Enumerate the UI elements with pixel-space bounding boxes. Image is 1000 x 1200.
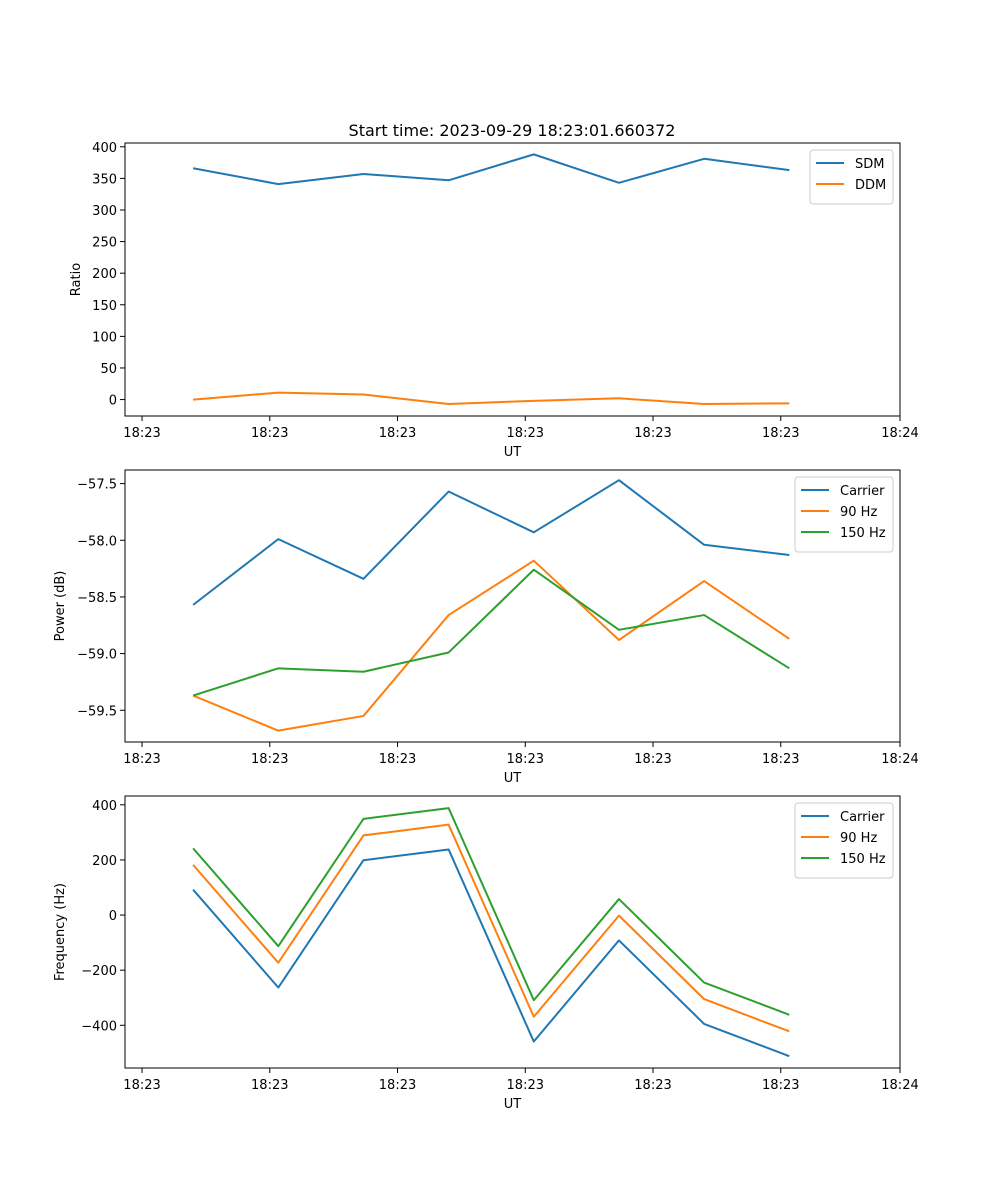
ratio-legend: SDM DDM xyxy=(809,149,894,205)
ratio-legend-label-sdm: SDM xyxy=(855,157,884,172)
power-x-tick-label: 18:23 xyxy=(251,752,288,767)
frequency-legend: Carrier 90 Hz 150 Hz xyxy=(794,802,894,879)
frequency-axes-frame xyxy=(124,795,901,1069)
ratio-y-tick-label: 100 xyxy=(92,330,117,345)
frequency-y-axis-label: Frequency (Hz) xyxy=(53,883,68,981)
power-legend: Carrier 90 Hz 150 Hz xyxy=(794,476,894,553)
power-legend-box xyxy=(794,476,894,553)
frequency-y-tick-label: −400 xyxy=(81,1019,117,1034)
power-legend-label-150-hz: 150 Hz xyxy=(840,526,886,541)
ratio-y-tick-label: 0 xyxy=(109,394,117,409)
power-y-axis-label: Power (dB) xyxy=(53,571,68,642)
ratio-x-tick-label: 18:23 xyxy=(123,426,160,441)
ratio-x-tick-label: 18:23 xyxy=(507,426,544,441)
power-y-tick-label: −57.5 xyxy=(77,478,117,493)
power-x-tick-label: 18:23 xyxy=(123,752,160,767)
power-legend-label-carrier: Carrier xyxy=(840,484,885,499)
ratio-y-tick-label: 200 xyxy=(92,267,117,282)
frequency-x-tick-label: 18:23 xyxy=(251,1078,288,1093)
power-y-tick-label: −59.5 xyxy=(77,704,117,719)
power-x-axis-label: UT xyxy=(504,771,522,786)
frequency-legend-label-150-hz: 150 Hz xyxy=(840,852,886,867)
frequency-x-tick-label: 18:23 xyxy=(762,1078,799,1093)
frequency-x-tick-label: 18:24 xyxy=(881,1078,918,1093)
power-series-150-hz-line xyxy=(192,568,790,697)
power-y-tick-label: −59.0 xyxy=(77,648,117,663)
frequency-x-tick-label: 18:23 xyxy=(379,1078,416,1093)
power-x-tick-label: 18:24 xyxy=(881,752,918,767)
power-x-tick-label: 18:23 xyxy=(507,752,544,767)
power-x-tick-label: 18:23 xyxy=(634,752,671,767)
ratio-x-tick-label: 18:23 xyxy=(762,426,799,441)
frequency-legend-box xyxy=(794,802,894,879)
ratio-y-axis-label: Ratio xyxy=(69,263,84,296)
power-series-carrier-line xyxy=(192,479,790,606)
frequency-series-carrier-line xyxy=(192,848,790,1058)
power-y-tick-label: −58.0 xyxy=(77,534,117,549)
power-x-tick-label: 18:23 xyxy=(762,752,799,767)
frequency-series-90-hz-line xyxy=(192,823,790,1033)
ratio-y-tick-label: 50 xyxy=(100,362,117,377)
power-y-tick-label: −58.5 xyxy=(77,591,117,606)
ratio-y-tick-label: 150 xyxy=(92,299,117,314)
frequency-x-tick-label: 18:23 xyxy=(123,1078,160,1093)
frequency-series-150-hz-line xyxy=(192,807,790,1016)
ratio-axes-frame xyxy=(124,142,901,417)
frequency-y-tick-label: 200 xyxy=(92,854,117,869)
ratio-x-tick-label: 18:23 xyxy=(379,426,416,441)
ratio-legend-label-ddm: DDM xyxy=(855,178,886,193)
power-axes-frame xyxy=(124,469,901,743)
ratio-series-ddm-line xyxy=(193,391,790,405)
power-series-90-hz-line xyxy=(192,559,790,732)
ratio-y-tick-label: 250 xyxy=(92,236,117,251)
power-x-tick-label: 18:23 xyxy=(379,752,416,767)
ratio-series-sdm-line xyxy=(192,153,790,186)
power-legend-label-90-hz: 90 Hz xyxy=(840,505,877,520)
chart-title: Start time: 2023-09-29 18:23:01.660372 xyxy=(349,121,676,140)
ratio-x-tick-label: 18:24 xyxy=(881,426,918,441)
ratio-y-tick-label: 300 xyxy=(92,204,117,219)
ratio-y-tick-label: 350 xyxy=(92,172,117,187)
ratio-x-tick-label: 18:23 xyxy=(634,426,671,441)
frequency-x-tick-label: 18:23 xyxy=(507,1078,544,1093)
power-panel: 18:23 18:23 18:23 18:23 18:23 18:23 18:24 −59.5… xyxy=(53,469,919,786)
ratio-x-tick-label: 18:23 xyxy=(251,426,288,441)
frequency-y-tick-label: 400 xyxy=(92,799,117,814)
frequency-legend-label-90-hz: 90 Hz xyxy=(840,831,877,846)
frequency-x-tick-label: 18:23 xyxy=(634,1078,671,1093)
ratio-x-axis-label: UT xyxy=(504,445,522,460)
frequency-y-tick-label: 0 xyxy=(109,909,117,924)
frequency-panel: 18:23 18:23 18:23 18:23 18:23 18:23 18:24 −400 −… xyxy=(53,795,919,1112)
frequency-legend-label-carrier: Carrier xyxy=(840,810,885,825)
frequency-y-tick-label: −200 xyxy=(81,964,117,979)
ratio-panel: 18:23 18:23 18:23 18:23 18:23 18:23 18:24 0 50 10… xyxy=(69,141,919,460)
ratio-y-tick-label: 400 xyxy=(92,141,117,156)
frequency-x-axis-label: UT xyxy=(504,1097,522,1112)
